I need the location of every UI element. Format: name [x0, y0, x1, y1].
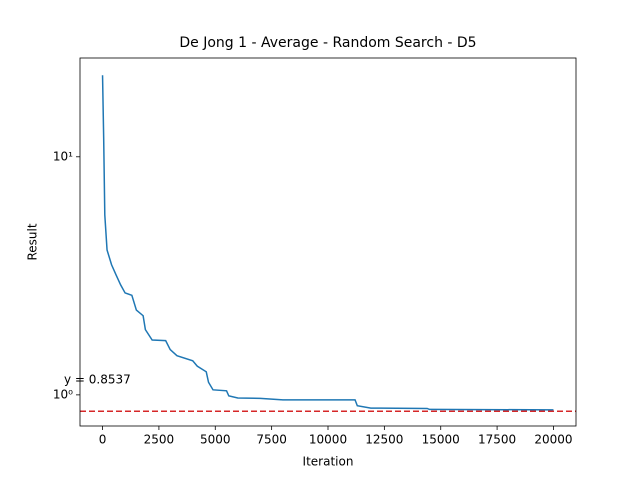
chart-title: De Jong 1 - Average - Random Search - D5: [179, 35, 476, 51]
x-tick-label: 17500: [478, 433, 516, 447]
plot-frame: [79, 57, 577, 427]
x-tick-label: 7500: [256, 433, 287, 447]
data-line: [101, 75, 554, 411]
x-tick-label: 20000: [534, 433, 572, 447]
x-tick-label: 5000: [200, 433, 231, 447]
x-axis-label: Iteration: [303, 455, 354, 469]
y-tick-label: 10⁰: [53, 387, 73, 401]
y-tick-label: 10¹: [53, 149, 73, 163]
x-tick-label: 15000: [422, 433, 460, 447]
x-tick-label: 12500: [365, 433, 403, 447]
x-tick-label: 0: [99, 433, 107, 447]
x-tick-label: 10000: [309, 433, 347, 447]
y-axis-label: Result: [26, 223, 40, 260]
reference-label: y = 0.8537: [64, 373, 131, 387]
x-tick-label: 2500: [144, 433, 175, 447]
